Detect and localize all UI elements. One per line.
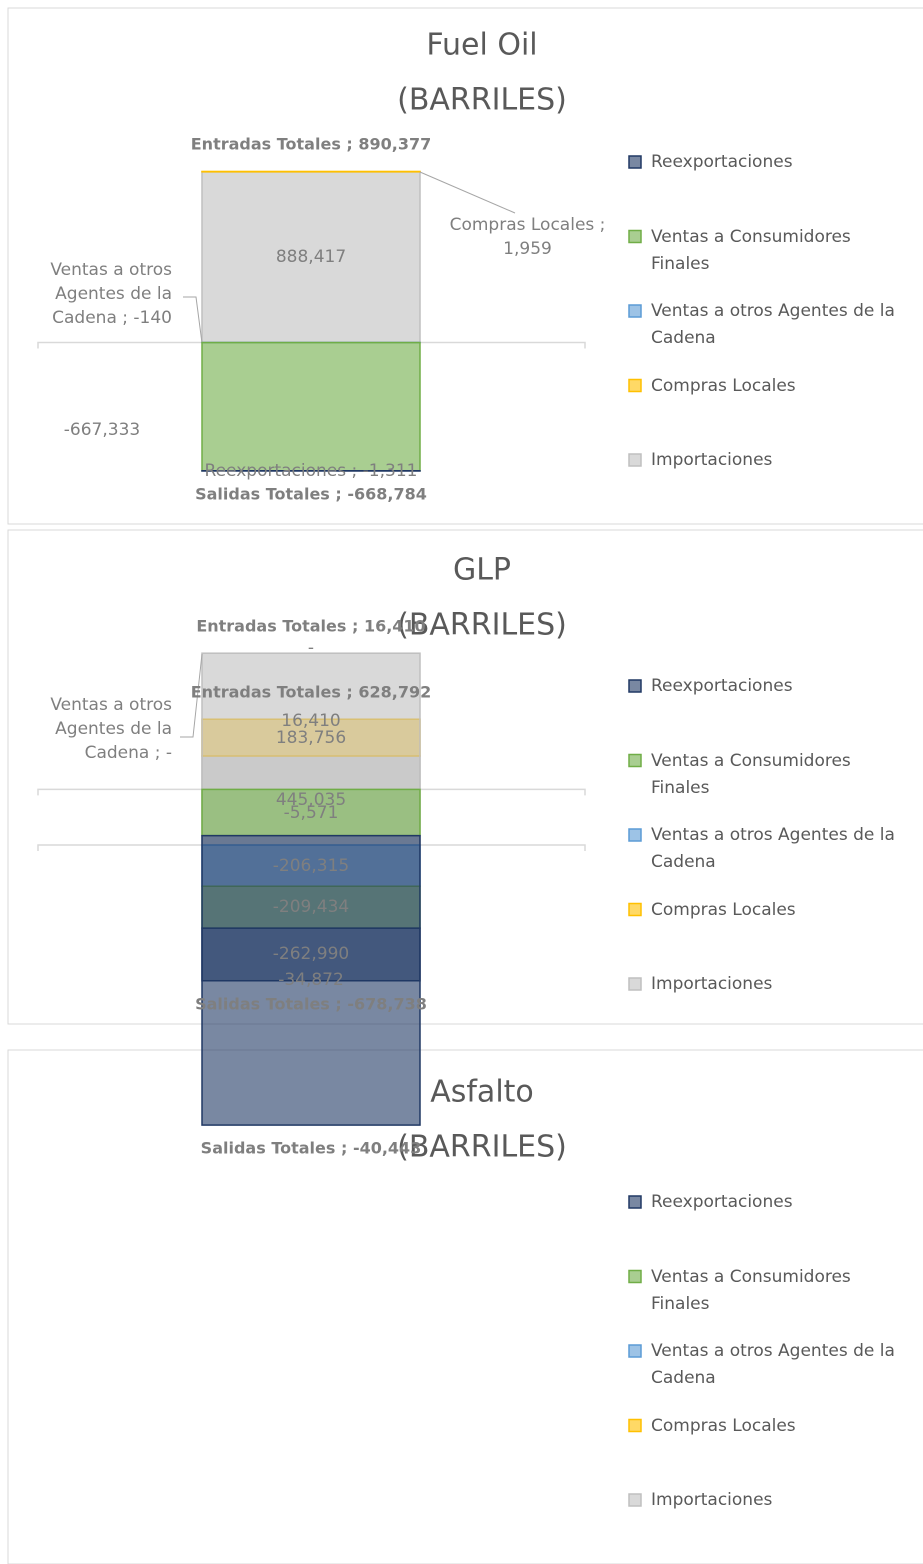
panel-border bbox=[7, 7, 923, 525]
legend-label: Reexportaciones bbox=[651, 1192, 793, 1212]
data-label: Compras Locales ; 1,959 bbox=[449, 215, 606, 259]
data-label: Ventas a otros Agentes de la Cadena ; - bbox=[50, 695, 172, 763]
total-label: Salidas Totales ; -678,738 bbox=[195, 994, 427, 1014]
legend-label: Compras Locales bbox=[651, 1415, 796, 1436]
legend-label: Compras Locales bbox=[651, 899, 796, 920]
bar-segment bbox=[201, 171, 421, 344]
chart-title: GLP bbox=[452, 552, 512, 588]
total-label: Entradas Totales ; 890,377 bbox=[190, 134, 432, 154]
data-label: -34,872 bbox=[278, 970, 344, 991]
legend-swatch bbox=[628, 1344, 642, 1358]
legend-label: Reexportaciones bbox=[651, 676, 793, 696]
legend-label: Compras Locales bbox=[651, 375, 796, 396]
chart-title: Fuel Oil bbox=[426, 27, 538, 63]
data-label: Ventas a otros Agentes de la Cadena ; -1… bbox=[50, 260, 172, 328]
total-label: Salidas Totales ; -40,443 bbox=[200, 1138, 422, 1158]
bar-segment bbox=[201, 834, 421, 1126]
legend-swatch bbox=[628, 1418, 642, 1433]
legend-swatch bbox=[628, 378, 642, 393]
bar-segment bbox=[201, 341, 421, 472]
legend-label: Importaciones bbox=[651, 1490, 773, 1510]
legend-swatch bbox=[628, 304, 642, 318]
bar-segment bbox=[201, 788, 421, 837]
legend-swatch bbox=[628, 977, 642, 991]
total-label: Entradas Totales ; 628,792 bbox=[190, 682, 432, 702]
legend-label: Importaciones bbox=[651, 450, 773, 470]
data-label: 445,035 bbox=[275, 790, 347, 811]
legend-label: Reexportaciones bbox=[651, 152, 793, 172]
data-label: -206,315 bbox=[272, 855, 350, 876]
legend-label: Ventas a otros Agentes de la Cadena bbox=[651, 1341, 895, 1388]
legend-swatch bbox=[628, 753, 642, 768]
legend-swatch bbox=[628, 679, 642, 693]
chart-subtitle: (BARRILES) bbox=[397, 607, 567, 643]
data-label: -667,333 bbox=[63, 420, 141, 440]
legend-label: Ventas a Consumidores Finales bbox=[651, 226, 851, 274]
panel-border bbox=[7, 1049, 923, 1564]
chart-subtitle: (BARRILES) bbox=[397, 1129, 567, 1165]
leader-line bbox=[180, 653, 203, 738]
total-label: Salidas Totales ; -668,784 bbox=[195, 484, 427, 504]
data-label: 16,410 bbox=[281, 711, 341, 732]
data-label: Reexportaciones ; -1,311 bbox=[204, 460, 418, 481]
legend-swatch bbox=[628, 1269, 642, 1284]
legend-swatch bbox=[628, 1493, 642, 1507]
leader-line bbox=[419, 171, 516, 214]
data-label: -209,434 bbox=[272, 897, 350, 918]
legend-swatch bbox=[628, 453, 642, 467]
bar-segment bbox=[201, 652, 421, 791]
legend-swatch bbox=[628, 1195, 642, 1209]
chart-subtitle: (BARRILES) bbox=[397, 82, 567, 118]
chart-title: Asfalto bbox=[430, 1074, 534, 1110]
total-label: Entradas Totales ; 16,410 bbox=[196, 616, 426, 636]
legend-swatch bbox=[628, 828, 642, 842]
legend-swatch bbox=[628, 902, 642, 917]
leader-line bbox=[183, 296, 203, 344]
legend-label: Ventas a Consumidores Finales bbox=[651, 750, 851, 798]
legend-label: Ventas a otros Agentes de la Cadena bbox=[651, 825, 895, 872]
data-label: -262,990 bbox=[272, 944, 350, 965]
legend-label: Ventas a otros Agentes de la Cadena bbox=[651, 301, 895, 348]
legend-swatch bbox=[628, 229, 642, 244]
panel-border bbox=[7, 529, 923, 1025]
legend-label: Importaciones bbox=[651, 974, 773, 994]
legend-swatch bbox=[628, 155, 642, 169]
data-label: 888,417 bbox=[275, 247, 347, 268]
data-label: -5,571 bbox=[283, 802, 339, 823]
legend-label: Ventas a Consumidores Finales bbox=[651, 1266, 851, 1314]
data-label: - bbox=[307, 638, 315, 658]
data-label: 183,756 bbox=[275, 727, 347, 748]
